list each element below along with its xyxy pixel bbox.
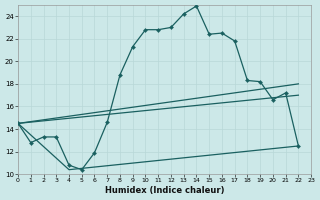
X-axis label: Humidex (Indice chaleur): Humidex (Indice chaleur) [105, 186, 224, 195]
